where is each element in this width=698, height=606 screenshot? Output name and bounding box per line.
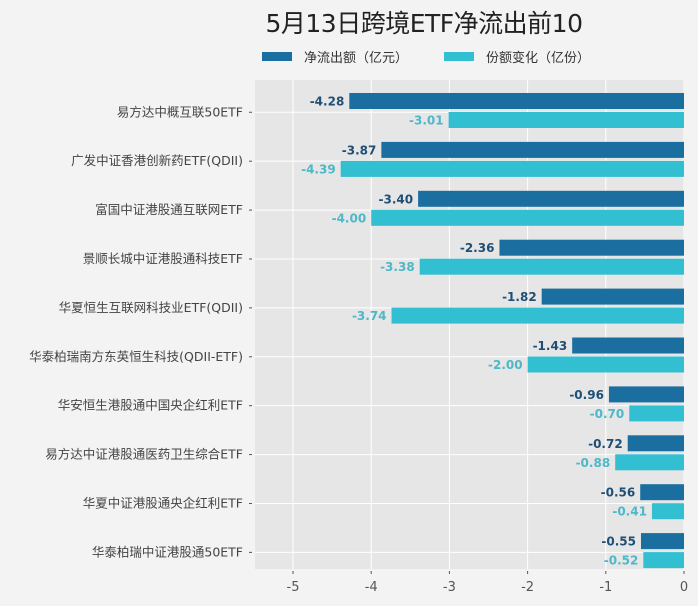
data-label-net-outflow: -1.43 (533, 339, 568, 353)
data-label-share-change: -3.74 (352, 309, 387, 323)
data-label-net-outflow: -1.82 (502, 290, 537, 304)
bar-share-change (629, 405, 684, 422)
data-label-share-change: -4.00 (332, 211, 367, 225)
data-label-net-outflow: -3.87 (342, 143, 377, 157)
data-label-net-outflow: -4.28 (310, 95, 345, 109)
bar-share-change (651, 503, 684, 520)
bar-net-outflow (349, 93, 684, 109)
data-label-share-change: -3.01 (409, 114, 444, 128)
data-label-net-outflow: -0.96 (569, 388, 604, 402)
bar-net-outflow (640, 533, 684, 550)
legend-label-net-outflow: 净流出额（亿元） (304, 51, 409, 66)
data-label-share-change: -2.00 (488, 358, 523, 372)
legend-swatch-net-outflow (262, 52, 292, 61)
x-tick-label: -4 (365, 580, 378, 595)
category-label: 华泰柏瑞中证港股通50ETF (92, 544, 243, 559)
legend-item-net-outflow: 净流出额（亿元） (262, 47, 408, 66)
data-label-share-change: -0.70 (590, 407, 625, 421)
data-label-net-outflow: -0.56 (601, 486, 636, 500)
data-label-net-outflow: -0.55 (601, 535, 636, 549)
legend-item-share-change: 份额变化（亿份） (444, 47, 590, 66)
category-label: 华夏中证港股通央企红利ETF (83, 495, 243, 510)
x-tick-label: -2 (521, 580, 534, 595)
x-tick-label: -1 (599, 580, 612, 595)
data-label-share-change: -0.41 (612, 505, 647, 519)
category-label: 易方达中概互联50ETF (117, 104, 243, 119)
category-label: 富国中证港股通互联网ETF (95, 202, 243, 217)
data-label-share-change: -4.39 (301, 162, 336, 176)
bar-net-outflow (381, 141, 684, 158)
category-label: 华夏恒生互联网科技业ETF(QDII) (59, 300, 243, 315)
bar-net-outflow (499, 239, 684, 256)
data-label-net-outflow: -0.72 (588, 437, 623, 451)
legend-label-share-change: 份额变化（亿份） (486, 51, 591, 66)
data-label-share-change: -3.38 (380, 260, 415, 274)
data-label-net-outflow: -3.40 (379, 192, 414, 206)
bar-share-change (340, 160, 684, 177)
legend: 净流出额（亿元） 份额变化（亿份） (262, 47, 626, 66)
bar-net-outflow (572, 337, 684, 354)
bar-net-outflow (608, 386, 684, 403)
data-label-net-outflow: -2.36 (460, 241, 495, 255)
bar-share-change (448, 112, 684, 128)
bar-net-outflow (418, 190, 684, 207)
chart-title: 5月13日跨境ETF净流出前10 (265, 9, 583, 38)
category-label: 景顺长城中证港股通科技ETF (83, 251, 243, 266)
bar-share-change (371, 209, 684, 226)
category-label: 广发中证香港创新药ETF(QDII) (71, 153, 243, 168)
bar-share-change (391, 307, 684, 324)
bar-share-change (643, 552, 684, 569)
bar-net-outflow (541, 288, 684, 305)
legend-swatch-share-change (444, 52, 475, 61)
category-label: 华泰柏瑞南方东英恒生科技(QDII-ETF) (29, 349, 243, 364)
bar-share-change (419, 258, 684, 275)
bar-net-outflow (640, 484, 684, 501)
data-label-share-change: -0.52 (604, 554, 639, 568)
data-label-share-change: -0.88 (576, 456, 611, 470)
bar-net-outflow (627, 435, 684, 452)
x-tick-label: -5 (287, 580, 300, 595)
x-tick-label: 0 (680, 580, 688, 595)
bar-share-change (615, 454, 684, 471)
category-label: 华安恒生港股通中国央企红利ETF (58, 398, 243, 413)
bar-share-change (527, 356, 684, 373)
category-label: 易方达中证港股通医药卫生综合ETF (45, 447, 243, 462)
x-tick-label: -3 (443, 580, 456, 595)
